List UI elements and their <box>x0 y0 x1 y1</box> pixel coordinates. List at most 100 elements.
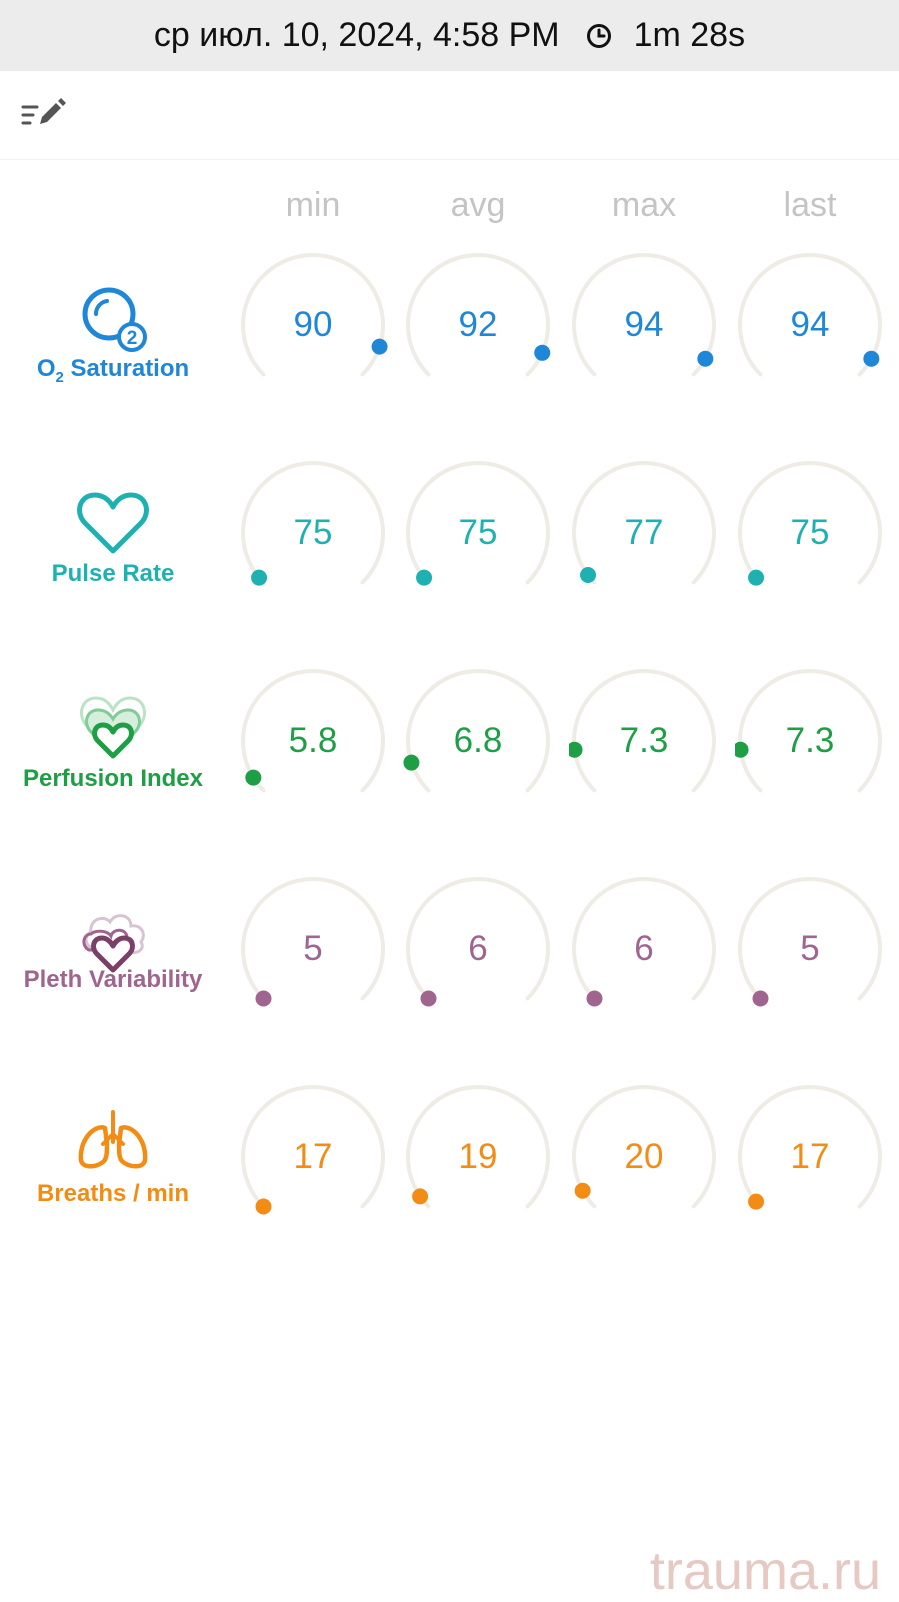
gauge-track <box>406 877 550 1001</box>
gauge-max: 77 <box>569 458 719 598</box>
gauge-avg: 92 <box>403 250 553 390</box>
gauge-track <box>406 253 550 377</box>
gauge-ring <box>572 877 716 1007</box>
metric-row-pleth-variability[interactable]: Pleth Variability 5 6 6 5 <box>0 874 899 1074</box>
gauge-max: 7.3 <box>569 666 719 806</box>
gauge-min: 5 <box>238 874 388 1014</box>
gauge-marker <box>416 569 433 586</box>
gauge-track <box>241 461 385 585</box>
label-saturation: Saturation <box>63 355 190 382</box>
heart-icon <box>73 483 153 563</box>
gauge-marker <box>255 990 272 1007</box>
gauge-track <box>572 253 716 377</box>
gauge-marker <box>251 569 268 586</box>
status-bar: ср июл. 10, 2024, 4:58 PM 1m 28s <box>0 0 899 71</box>
gauge-marker <box>255 1198 272 1215</box>
gauge-ring <box>572 1085 716 1209</box>
gauge-track <box>241 1085 385 1209</box>
gauge-marker <box>403 754 420 771</box>
gauge-value: 20 <box>624 1137 664 1176</box>
gauge-track <box>572 877 716 1001</box>
gauge-ring <box>406 461 550 586</box>
column-header-min: min <box>285 186 341 224</box>
gauge-value: 75 <box>458 513 498 552</box>
gauge-track <box>241 253 385 377</box>
gauge-min: 75 <box>238 458 388 598</box>
gauge-value: 5 <box>303 929 323 968</box>
layered-hearts-icon <box>73 688 153 768</box>
gauge-value: 5.8 <box>288 721 338 760</box>
gauge-ring <box>406 1085 550 1209</box>
watermark: trauma.ru <box>649 1541 881 1601</box>
gauge-avg: 6.8 <box>403 666 553 806</box>
gauge-ring <box>241 669 385 793</box>
gauge-avg: 6 <box>403 874 553 1014</box>
gauge-value: 19 <box>458 1137 498 1176</box>
toolbar <box>0 71 899 160</box>
gauge-ring <box>735 669 882 793</box>
gauge-ring <box>569 669 716 793</box>
gauge-last: 5 <box>735 874 885 1014</box>
gauge-value: 5 <box>800 929 820 968</box>
gauge-ring <box>241 253 388 377</box>
gauge-ring <box>738 1085 882 1210</box>
metric-row-perfusion-index[interactable]: Perfusion Index 5.8 6.8 7.3 7.3 <box>0 666 899 866</box>
gauge-ring <box>241 877 385 1007</box>
gauge-last: 75 <box>735 458 885 598</box>
cloud-heart-icon <box>73 904 153 984</box>
metric-row-o2-saturation[interactable]: 2 O2 Saturation 90 92 94 94 <box>0 250 899 450</box>
gauge-marker <box>534 344 551 361</box>
gauge-value: 17 <box>293 1137 333 1176</box>
gauge-marker <box>697 350 714 367</box>
label-o: O <box>36 355 56 382</box>
gauge-ring <box>406 253 551 377</box>
gauge-marker <box>412 1188 429 1205</box>
gauge-ring <box>572 253 716 377</box>
gauge-marker <box>569 741 583 758</box>
gauge-marker <box>371 338 388 355</box>
gauge-track <box>738 461 882 585</box>
lungs-icon <box>73 1104 153 1184</box>
gauge-last: 7.3 <box>735 666 885 806</box>
gauge-value: 94 <box>790 305 830 344</box>
gauge-value: 6 <box>468 929 488 968</box>
gauge-avg: 75 <box>403 458 553 598</box>
gauge-value: 92 <box>458 305 498 344</box>
gauge-marker <box>580 567 597 584</box>
gauge-track <box>572 461 716 585</box>
gauge-max: 6 <box>569 874 719 1014</box>
gauge-ring <box>738 461 882 586</box>
gauge-value: 6.8 <box>453 721 503 760</box>
o2-bubble-icon: 2 <box>73 280 153 360</box>
gauge-value: 77 <box>624 513 664 552</box>
gauge-ring <box>738 877 882 1007</box>
gauge-max: 94 <box>569 250 719 390</box>
gauge-marker <box>735 741 749 758</box>
gauge-track <box>738 1085 882 1209</box>
metric-label: Perfusion Index <box>22 765 204 792</box>
edit-notes-icon[interactable] <box>20 97 68 133</box>
gauge-value: 7.3 <box>785 721 835 760</box>
gauge-marker <box>752 990 769 1007</box>
gauge-marker <box>420 990 437 1007</box>
gauge-ring <box>403 669 550 793</box>
gauge-max: 20 <box>569 1082 719 1222</box>
column-header-last: last <box>783 186 837 224</box>
metric-row-pulse-rate[interactable]: Pulse Rate 75 75 77 75 <box>0 458 899 658</box>
gauge-track <box>241 669 385 793</box>
gauge-marker <box>586 990 603 1007</box>
metric-row-breaths-per-min[interactable]: Breaths / min 17 19 20 17 <box>0 1082 899 1282</box>
gauge-value: 6 <box>634 929 654 968</box>
svg-text:2: 2 <box>127 328 138 349</box>
gauge-track <box>738 253 882 377</box>
metric-label: Pleth Variability <box>23 966 203 993</box>
gauge-min: 90 <box>238 250 388 390</box>
gauge-min: 5.8 <box>238 666 388 806</box>
gauge-ring <box>572 461 716 585</box>
metric-label: Pulse Rate <box>51 560 175 587</box>
gauge-avg: 19 <box>403 1082 553 1222</box>
session-datetime: ср июл. 10, 2024, 4:58 PM <box>153 16 560 54</box>
gauge-marker <box>748 569 765 586</box>
gauge-track <box>572 1085 716 1209</box>
gauge-track <box>241 877 385 1001</box>
